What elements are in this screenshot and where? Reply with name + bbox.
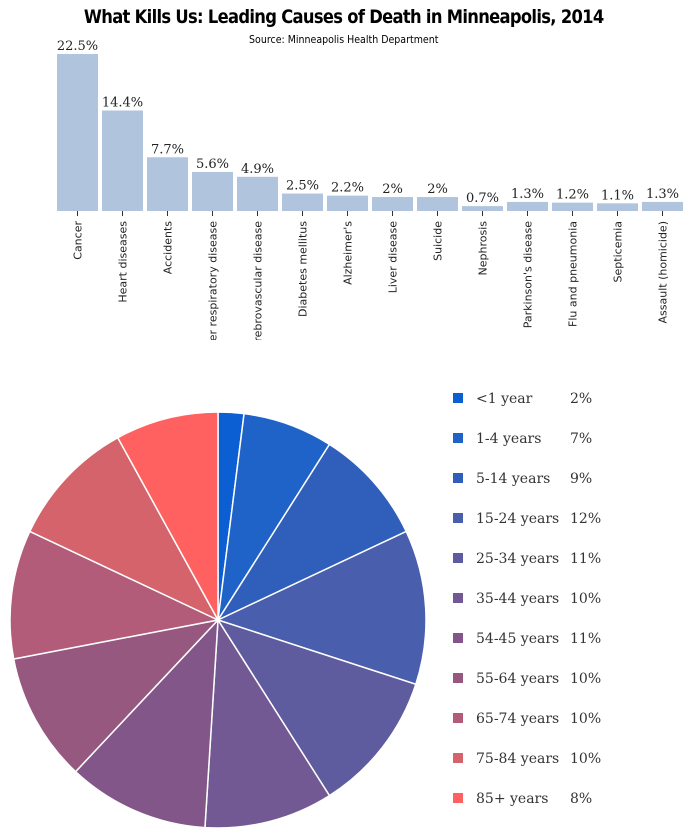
pie-chart — [9, 411, 427, 829]
category-label: Nephrosis — [477, 221, 490, 276]
legend-swatch — [453, 473, 463, 483]
category-label: Diabetes mellitus — [297, 221, 310, 317]
legend-label: 85+ years — [476, 791, 548, 807]
legend-label: 55-64 years — [476, 671, 559, 687]
legend-label: <1 year — [476, 391, 533, 407]
legend-value: 10% — [570, 711, 601, 727]
bar-value-label: 2.5% — [286, 179, 319, 194]
bar — [147, 157, 188, 211]
pie-slice — [12, 618, 221, 773]
legend-value: 9% — [570, 471, 592, 487]
category-label: Parkinson's disease — [522, 221, 535, 328]
bar-value-label: 1.3% — [646, 187, 679, 202]
legend-value: 10% — [570, 751, 601, 767]
legend-value: 11% — [570, 631, 601, 647]
bar — [462, 206, 503, 211]
legend-swatch — [453, 673, 463, 683]
bar — [507, 201, 548, 211]
legend-label: 35-44 years — [476, 591, 559, 607]
bar — [192, 171, 233, 211]
bar-value-label: 5.6% — [196, 157, 229, 172]
pie-slice — [204, 617, 331, 829]
bar — [327, 195, 368, 211]
legend-value: 10% — [570, 591, 601, 607]
legend-swatch — [453, 553, 463, 563]
legend-swatch — [453, 633, 463, 643]
category-label: Flu and pneumonia — [567, 221, 580, 327]
bar-chart: 22.5% Cancer 14.4% Heart diseases 7.7% Accide… — [57, 39, 683, 340]
category-label: Cancer — [72, 221, 85, 260]
bar — [237, 176, 278, 211]
bar — [642, 201, 683, 211]
legend-value: 2% — [570, 391, 592, 407]
category-label: Assault (homicide) — [657, 221, 670, 323]
legend-value: 8% — [570, 791, 592, 807]
category-label: Suicide — [432, 221, 445, 261]
legend-label: 15-24 years — [476, 511, 559, 527]
bar-value-label: 2.2% — [331, 181, 364, 196]
legend-label: 1-4 years — [476, 431, 541, 447]
bar — [552, 202, 593, 211]
legend-swatch — [453, 793, 463, 803]
bar — [372, 197, 413, 211]
pie-slice — [215, 530, 427, 686]
bar-value-label: 1.2% — [556, 188, 589, 203]
legend-value: 11% — [570, 551, 601, 567]
bar-value-label: 22.5% — [57, 39, 98, 54]
category-label: Septicemia — [612, 221, 625, 282]
bar-value-label: 14.4% — [102, 96, 143, 111]
bar — [417, 197, 458, 211]
bar — [57, 54, 98, 211]
category-label: Lower respiratory disease — [207, 221, 220, 340]
category-label: Heart diseases — [117, 221, 130, 303]
legend-swatch — [453, 513, 463, 523]
chart-title: What Kills Us: Leading Causes of Death i… — [83, 6, 604, 28]
legend-swatch — [453, 433, 463, 443]
pie-legend: <1 year 2% 1-4 years 7% 5-14 years 9% 15-24 ye… — [453, 391, 601, 807]
legend-label: 54-45 years — [476, 631, 559, 647]
bar-value-label: 2% — [382, 182, 403, 197]
pie-slice — [28, 436, 220, 622]
legend-label: 25-34 years — [476, 551, 559, 567]
category-label: Accidents — [162, 221, 175, 275]
bar — [102, 110, 143, 211]
legend-swatch — [453, 593, 463, 603]
bar — [282, 193, 323, 211]
legend-swatch — [453, 713, 463, 723]
pie-slice — [216, 618, 417, 797]
legend-label: 75-84 years — [476, 751, 559, 767]
legend-swatch — [453, 753, 463, 763]
bar — [597, 203, 638, 211]
category-label: Cerebrovascular disease — [252, 221, 265, 340]
pie-slice — [9, 530, 221, 660]
bar-value-label: 2% — [427, 182, 448, 197]
category-label: Liver disease — [387, 221, 400, 293]
bar-value-label: 1.3% — [511, 187, 544, 202]
bar-value-label: 0.7% — [466, 191, 499, 206]
pie-slice — [215, 443, 408, 622]
pie-slice — [74, 617, 219, 829]
bar-value-label: 1.1% — [601, 188, 634, 203]
chart-subtitle: Source: Minneapolis Health Department — [249, 33, 439, 46]
legend-label: 65-74 years — [476, 711, 559, 727]
category-label: Alzheimer's — [342, 221, 355, 285]
legend-label: 5-14 years — [476, 471, 550, 487]
legend-value: 7% — [570, 431, 592, 447]
pie-slice — [116, 411, 219, 621]
legend-value: 10% — [570, 671, 601, 687]
bar-value-label: 7.7% — [151, 142, 184, 157]
bar-value-label: 4.9% — [241, 162, 274, 177]
legend-value: 12% — [570, 511, 601, 527]
legend-swatch — [453, 393, 463, 403]
